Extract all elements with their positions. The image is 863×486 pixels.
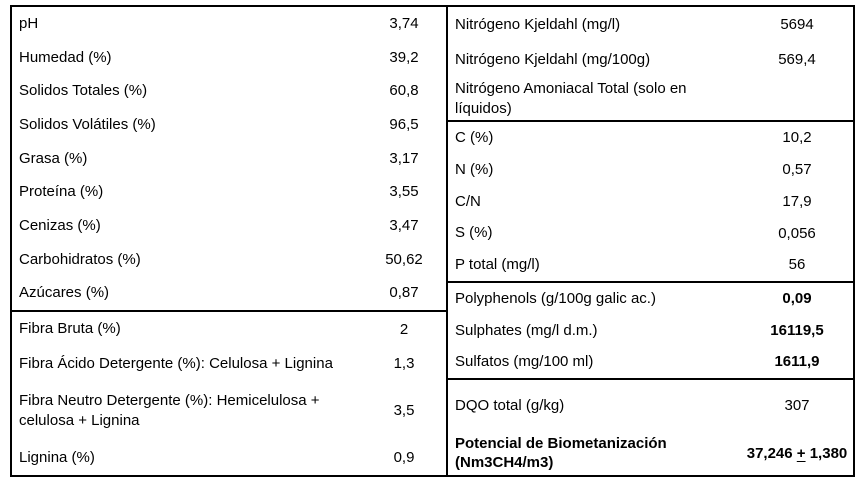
table-row: N (%) 0,57 [448, 154, 853, 186]
row-label: Carbohidratos (%) [19, 250, 141, 268]
table-row: Azúcares (%) 0,87 [12, 276, 446, 310]
row-label: Fibra Neutro Detergente (%): Hemicelulos… [19, 392, 320, 429]
row-label: Solidos Volátiles (%) [19, 115, 156, 133]
row-label: Grasa (%) [19, 149, 88, 167]
row-label: Sulfatos (mg/100 ml) [455, 353, 594, 371]
table-section: DQO total (g/kg) 307 Potencial de Biometan… [448, 378, 853, 475]
table-row: Fibra Ácido Detergente (%): Celulosa + L… [12, 347, 446, 382]
table-row: S (%) 0,056 [448, 217, 853, 249]
row-value: 56 [788, 256, 806, 274]
table-row: Proteína (%) 3,55 [12, 175, 446, 209]
table-row: Polyphenols (g/100g galic ac.) 0,09 [448, 283, 853, 315]
plus-minus-sign: + [796, 444, 806, 462]
row-label: pH [19, 14, 39, 32]
row-label: C/N [455, 192, 481, 210]
row-label: Fibra Ácido Detergente (%): Celulosa + L… [19, 355, 333, 373]
table-row: Cenizas (%) 3,47 [12, 209, 446, 243]
row-label: C (%) [455, 129, 494, 146]
table-right-half: Nitrógeno Kjeldahl (mg/l) 5694 Nitrógeno K… [448, 7, 853, 475]
table-row: DQO total (g/kg) 307 [448, 380, 853, 432]
row-label: Nitrógeno Kjeldahl (mg/l) [455, 15, 621, 33]
row-value: 0,87 [389, 284, 419, 302]
row-value: 3,5 [393, 402, 415, 420]
row-value: 37,246 + 1,380 [741, 444, 853, 464]
value-part: 37,246 [746, 444, 797, 462]
row-value: 0,57 [782, 160, 812, 178]
table-row: Solidos Totales (%) 60,8 [12, 74, 446, 108]
row-value: 3,47 [389, 217, 419, 235]
row-label: DQO total (g/kg) [455, 397, 565, 414]
table-row: P total (mg/l) 56 [448, 249, 853, 281]
row-value: 17,9 [782, 192, 812, 210]
row-value: 0,056 [778, 224, 816, 242]
table-row: Nitrógeno Kjeldahl (mg/l) 5694 [448, 7, 853, 42]
row-label: Nitrógeno Kjeldahl (mg/100g) [455, 51, 651, 69]
row-value: 16119,5 [770, 321, 824, 339]
table-row: C (%) 10,2 [448, 122, 853, 154]
table-row: Lignina (%) 0,9 [12, 440, 446, 475]
row-value: 60,8 [389, 82, 419, 100]
row-label: Nitrógeno Amoniacal Total (solo en líqui… [455, 80, 687, 117]
row-label: Potencial de Biometanización (Nm3CH4/m3) [455, 434, 667, 472]
table-row: Humedad (%) 39,2 [12, 41, 446, 75]
row-label: Lignina (%) [19, 448, 95, 466]
row-value: 10,2 [782, 129, 812, 147]
row-label: Solidos Totales (%) [19, 82, 148, 100]
row-label: S (%) [455, 224, 493, 242]
table-section: C (%) 10,2 N (%) 0,57 C/N 17,9 S (%) 0,056 P tot… [448, 120, 853, 281]
row-value: 50,62 [385, 250, 423, 268]
table-row: Grasa (%) 3,17 [12, 142, 446, 176]
row-value: 39,2 [389, 48, 419, 66]
table-row: pH 3,74 [12, 7, 446, 41]
table-left-half: pH 3,74 Humedad (%) 39,2 Solidos Totales (%)… [12, 7, 448, 475]
row-value: 1,3 [393, 355, 415, 373]
table-row: Potencial de Biometanización (Nm3CH4/m3)… [448, 432, 853, 475]
row-label: Fibra Bruta (%) [19, 320, 121, 338]
table-section: Nitrógeno Kjeldahl (mg/l) 5694 Nitrógeno K… [448, 7, 853, 120]
row-value: 2 [399, 320, 409, 338]
row-value: 569,4 [778, 51, 816, 69]
table-section: pH 3,74 Humedad (%) 39,2 Solidos Totales (%)… [12, 7, 446, 310]
row-label: Proteína (%) [19, 183, 104, 201]
row-value: 3,55 [389, 183, 419, 201]
table-row: Nitrógeno Kjeldahl (mg/100g) 569,4 [448, 42, 853, 77]
row-value: 0,09 [782, 290, 812, 308]
table-row: C/N 17,9 [448, 186, 853, 218]
table-row: Carbohidratos (%) 50,62 [12, 243, 446, 277]
row-value: 307 [784, 397, 810, 415]
table-row: Nitrógeno Amoniacal Total (solo en líqui… [448, 78, 853, 120]
row-value: 0,9 [393, 448, 415, 466]
row-value: 3,17 [389, 149, 419, 167]
table-row: Solidos Volátiles (%) 96,5 [12, 108, 446, 142]
row-value: 3,74 [389, 15, 419, 33]
row-value: 5694 [780, 15, 814, 33]
row-label: Sulphates (mg/l d.m.) [455, 321, 598, 339]
row-label: Cenizas (%) [19, 216, 101, 234]
table-row: Sulfatos (mg/100 ml) 1611,9 [448, 346, 853, 378]
row-label: Humedad (%) [19, 48, 112, 66]
row-label: N (%) [455, 160, 494, 178]
table-row: Fibra Neutro Detergente (%): Hemicelulos… [12, 381, 446, 440]
value-part: 1,380 [805, 444, 848, 462]
table-section: Polyphenols (g/100g galic ac.) 0,09 Sulpha… [448, 281, 853, 378]
row-label: Azúcares (%) [19, 284, 110, 302]
table-row: Fibra Bruta (%) 2 [12, 312, 446, 347]
analysis-table: pH 3,74 Humedad (%) 39,2 Solidos Totales (%)… [10, 5, 855, 477]
row-label: Polyphenols (g/100g galic ac.) [455, 289, 656, 307]
table-section: Fibra Bruta (%) 2 Fibra Ácido Detergente (… [12, 310, 446, 475]
row-value: 1611,9 [774, 353, 820, 371]
row-label: P total (mg/l) [455, 256, 540, 274]
table-row: Sulphates (mg/l d.m.) 16119,5 [448, 315, 853, 347]
row-value: 96,5 [389, 116, 419, 134]
